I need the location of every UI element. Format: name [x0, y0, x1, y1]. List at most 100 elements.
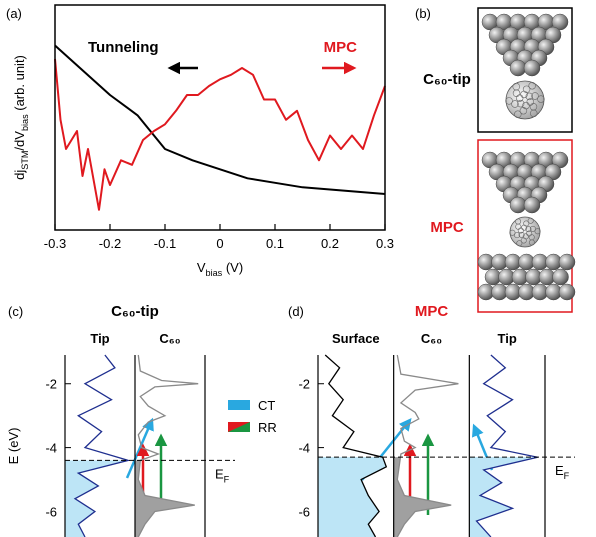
- text-part: E: [555, 463, 564, 478]
- dos-curve: [475, 354, 538, 537]
- occupied-fill: [393, 457, 452, 537]
- y-tick-label: -2: [298, 377, 310, 392]
- c60-ring: [523, 220, 530, 227]
- c60-ring: [531, 92, 539, 100]
- plot-frame: [54, 4, 386, 231]
- c60-ring: [522, 101, 530, 110]
- legend-label: CT: [258, 398, 275, 413]
- x-tick-label: -0.1: [154, 236, 176, 251]
- c60-ring: [520, 237, 527, 244]
- c60-ring: [518, 231, 525, 238]
- c60-ring: [521, 224, 528, 231]
- atom-model: [477, 13, 576, 301]
- fermi-label: EF: [215, 466, 230, 484]
- model-frame: [477, 7, 573, 133]
- c60-ring: [515, 218, 522, 225]
- c60-ring: [528, 239, 535, 246]
- atom: [551, 13, 569, 31]
- panel-label: (c): [8, 304, 23, 319]
- c60-ring: [516, 99, 525, 108]
- atom: [558, 283, 576, 301]
- panel-title: MPC: [415, 303, 449, 320]
- c60-ring: [527, 217, 534, 224]
- model-label: MPC: [430, 219, 464, 236]
- column-header: Tip: [90, 331, 109, 346]
- dos-curve: [73, 354, 131, 537]
- c60-ring: [529, 225, 536, 232]
- c60-ring: [512, 82, 520, 91]
- subscript: F: [224, 474, 230, 484]
- legend-label: MPC: [324, 39, 358, 56]
- subscript: F: [564, 471, 570, 481]
- c60-ring: [514, 110, 522, 119]
- atom: [523, 196, 541, 214]
- model-label: C₆₀-tip: [423, 71, 471, 88]
- panel-title: C₆₀-tip: [111, 303, 159, 320]
- c60-ring: [511, 100, 519, 108]
- x-tick-label: 0.2: [321, 236, 339, 251]
- c60-ring: [514, 232, 521, 239]
- c60-ring: [520, 90, 528, 99]
- x-tick-label: 0.1: [266, 236, 284, 251]
- x-axis-label: Vbias (V): [197, 260, 243, 278]
- y-tick-label: -2: [45, 377, 57, 392]
- c60-ring: [537, 95, 545, 103]
- column-header: C₆₀: [159, 331, 180, 346]
- x-tick-label: -0.2: [99, 236, 121, 251]
- subscript: bias: [20, 114, 30, 131]
- c60-ring: [528, 81, 536, 90]
- legend-swatch: [228, 422, 250, 432]
- c60-ring: [505, 97, 513, 105]
- dos-curve: [396, 354, 459, 537]
- text-part: E: [215, 466, 224, 481]
- x-tick-label: 0: [216, 236, 223, 251]
- occupied-fill: [469, 457, 538, 537]
- y-axis-label: E (eV): [6, 428, 21, 465]
- legend-label: Tunneling: [88, 39, 159, 56]
- atom: [552, 268, 569, 286]
- c60-ring: [525, 226, 532, 233]
- text-part: (V): [222, 260, 243, 275]
- atom: [523, 59, 541, 77]
- text-part: V: [197, 260, 206, 275]
- y-tick-label: -6: [45, 504, 57, 519]
- atom: [509, 196, 527, 214]
- column-header: Tip: [498, 331, 517, 346]
- panel-label: (b): [415, 6, 431, 21]
- text-part: /dV: [12, 131, 27, 151]
- column-header: Surface: [332, 331, 380, 346]
- series-line: [54, 44, 386, 195]
- c60-ring: [522, 85, 531, 94]
- c60-ring: [530, 109, 538, 118]
- panel-label: (a): [6, 6, 22, 21]
- model-frame: [477, 139, 573, 313]
- subscript: STM: [20, 151, 30, 170]
- atom: [509, 59, 527, 77]
- y-axis-label: djSTM/dVbias (arb. unit): [12, 55, 30, 180]
- column-header: C₆₀: [421, 331, 442, 346]
- text-part: (arb. unit): [12, 55, 27, 114]
- dos-curve: [324, 354, 388, 537]
- occupied-fill: [65, 460, 129, 537]
- occupied-fill: [318, 457, 387, 537]
- y-tick-label: -6: [298, 504, 310, 519]
- c60-ring: [534, 228, 541, 235]
- atom: [558, 253, 576, 271]
- subscript: bias: [206, 268, 223, 278]
- c60-ring: [509, 229, 516, 236]
- fermi-label: EF: [555, 463, 570, 481]
- c60-ring: [525, 92, 534, 101]
- c60-ring: [519, 106, 528, 115]
- y-tick-label: -4: [298, 441, 310, 456]
- series-line: [54, 58, 386, 211]
- c60-ring: [516, 240, 523, 247]
- x-tick-label: 0.3: [376, 236, 394, 251]
- dos-curve: [137, 354, 199, 537]
- panel-label: (d): [288, 304, 304, 319]
- x-tick-label: -0.3: [44, 236, 66, 251]
- c60-molecule: [505, 80, 545, 120]
- y-tick-label: -4: [45, 441, 57, 456]
- c60-ring: [522, 233, 529, 240]
- c60-molecule: [509, 216, 541, 248]
